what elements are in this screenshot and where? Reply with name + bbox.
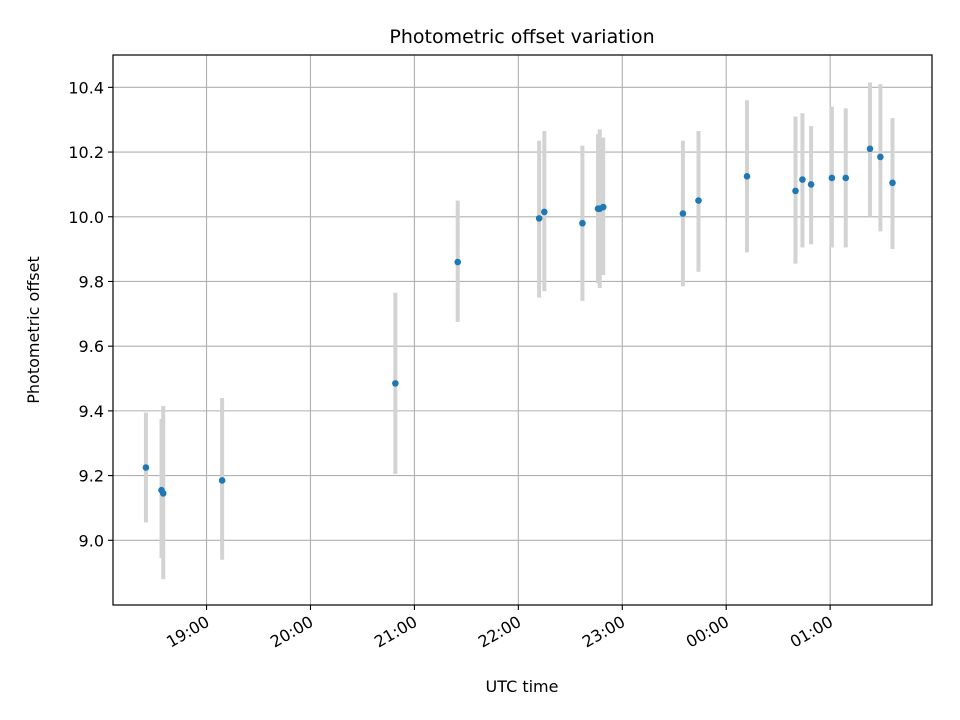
data-point bbox=[159, 490, 167, 497]
data-point bbox=[866, 145, 874, 153]
y-tick-label: 9.8 bbox=[79, 272, 104, 291]
data-points bbox=[142, 145, 896, 497]
y-tick-label: 9.0 bbox=[79, 531, 104, 550]
data-point bbox=[889, 179, 896, 187]
y-tick-label: 9.2 bbox=[79, 467, 104, 486]
data-point bbox=[807, 181, 815, 188]
data-point bbox=[599, 203, 607, 211]
data-point bbox=[799, 176, 806, 183]
y-tick-label: 9.4 bbox=[79, 402, 104, 421]
data-point bbox=[695, 197, 702, 204]
plot-frame bbox=[112, 54, 933, 606]
data-point bbox=[828, 174, 836, 182]
data-point bbox=[679, 210, 687, 217]
data-point bbox=[743, 173, 751, 180]
data-point bbox=[579, 219, 586, 227]
y-tick-label: 10.4 bbox=[68, 78, 104, 97]
data-point bbox=[142, 464, 150, 471]
chart-title: Photometric offset variation bbox=[389, 26, 654, 48]
y-tick-label: 10.2 bbox=[68, 143, 104, 162]
data-point bbox=[541, 208, 548, 216]
data-point bbox=[454, 258, 462, 266]
y-axis-label: Photometric offset bbox=[24, 256, 43, 404]
data-point bbox=[842, 174, 850, 182]
data-point bbox=[877, 153, 884, 161]
data-point bbox=[218, 477, 226, 484]
y-axis: 9.0 9.2 9.4 9.6 9.8 10.0 10.2 10.4 bbox=[68, 78, 113, 550]
y-tick-label: 9.6 bbox=[79, 337, 104, 356]
x-axis-label: UTC time bbox=[486, 677, 559, 696]
data-point bbox=[392, 380, 399, 387]
data-point bbox=[792, 187, 799, 195]
data-point bbox=[535, 215, 543, 222]
y-tick-label: 10.0 bbox=[68, 208, 104, 227]
